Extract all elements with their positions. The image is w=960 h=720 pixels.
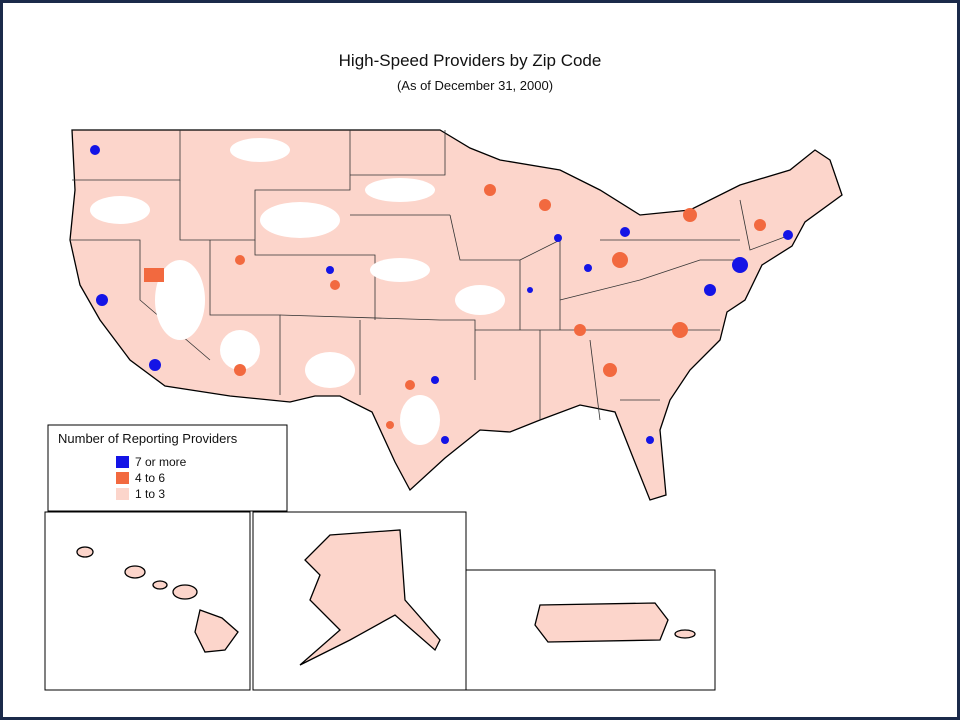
map-area	[754, 219, 766, 231]
map-area	[299, 529, 441, 666]
map-area	[584, 264, 592, 272]
map-area	[90, 145, 100, 155]
alaska-inset	[252, 511, 467, 691]
legend-title: Number of Reporting Providers	[58, 431, 238, 446]
map-area	[620, 227, 630, 237]
map-area	[76, 546, 94, 558]
legend-label: 4 to 6	[135, 471, 165, 485]
map-area	[783, 230, 793, 240]
map-subtitle: (As of December 31, 2000)	[397, 78, 553, 93]
legend-items: 7 or more 4 to 6 1 to 3	[116, 455, 187, 501]
map-area	[431, 376, 439, 384]
map-area	[234, 364, 246, 376]
map-area	[484, 184, 496, 196]
legend-label: 1 to 3	[135, 487, 165, 501]
map-area	[704, 284, 716, 296]
legend-box	[47, 424, 288, 512]
state-lines	[70, 130, 791, 421]
map-area	[603, 363, 617, 377]
map-area	[330, 280, 340, 290]
map-area	[683, 208, 697, 222]
map-area	[554, 234, 562, 242]
map-area	[612, 252, 628, 268]
map-area	[646, 436, 654, 444]
map-area	[534, 602, 669, 643]
white-areas	[90, 138, 505, 445]
map-area	[386, 421, 394, 429]
map-area	[235, 255, 245, 265]
hawaii-inset	[44, 511, 251, 691]
map-area	[144, 268, 164, 282]
map-area	[527, 287, 533, 293]
map-area	[152, 580, 168, 590]
legend-swatch	[116, 456, 129, 468]
map-area	[674, 629, 696, 639]
map-area	[732, 257, 748, 273]
map-area	[124, 565, 146, 579]
map-area	[405, 380, 415, 390]
map-area	[574, 324, 586, 336]
map-area	[441, 436, 449, 444]
map-area	[326, 266, 334, 274]
legend-swatch	[116, 472, 129, 484]
blue-areas	[90, 145, 793, 444]
map-area	[172, 584, 198, 600]
legend: Number of Reporting Providers 7 or more 4…	[47, 424, 288, 512]
map-area	[149, 359, 161, 371]
map-area	[672, 322, 688, 338]
legend-label: 7 or more	[135, 455, 187, 469]
map-area	[194, 609, 239, 653]
orange-areas	[144, 184, 766, 429]
map-area	[96, 294, 108, 306]
map-area	[539, 199, 551, 211]
puerto-rico-inset	[465, 569, 716, 691]
map-title: High-Speed Providers by Zip Code	[339, 51, 602, 70]
legend-swatch	[116, 488, 129, 500]
conus-map	[69, 129, 843, 501]
